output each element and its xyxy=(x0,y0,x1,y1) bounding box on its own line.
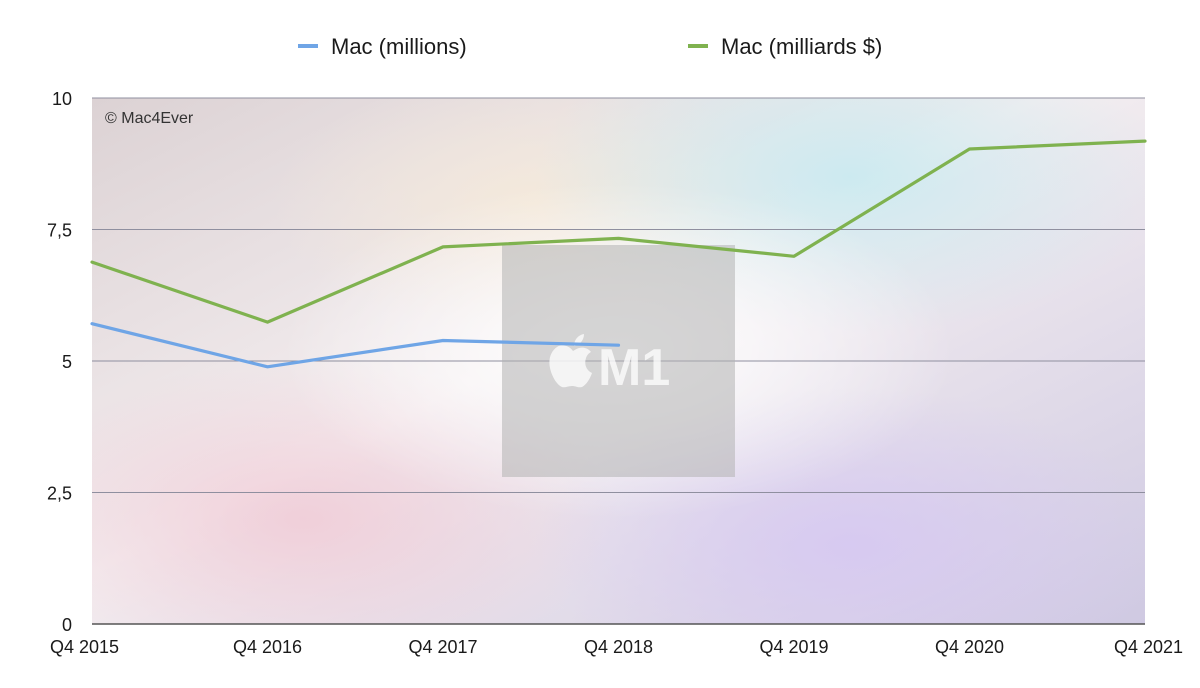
watermark: © Mac4Ever xyxy=(105,110,194,127)
y-tick-label: 2,5 xyxy=(47,484,72,504)
x-tick-label: Q4 2021 xyxy=(1114,637,1183,657)
legend-label: Mac (milliards $) xyxy=(721,34,882,59)
y-axis-ticks: 0 2,5 5 7,5 10 xyxy=(47,89,72,635)
series-line-1 xyxy=(90,322,621,369)
y-tick-label: 7,5 xyxy=(47,221,72,241)
x-tick-label: Q4 2018 xyxy=(584,637,653,657)
m1-logo-text: M1 xyxy=(598,339,670,397)
x-tick-label: Q4 2019 xyxy=(759,637,828,657)
x-tick-label: Q4 2016 xyxy=(233,637,302,657)
x-tick-label: Q4 2015 xyxy=(50,637,119,657)
legend-item-1: Mac (millions) xyxy=(298,34,467,59)
m1-logo: M1 xyxy=(502,245,735,477)
x-axis-ticks: Q4 2015 Q4 2016 Q4 2017 Q4 2018 Q4 2019 Q4 20… xyxy=(50,637,1183,657)
legend-item-2: Mac (milliards $) xyxy=(688,34,882,59)
y-tick-label: 10 xyxy=(52,89,72,109)
series-line-2 xyxy=(90,139,1147,324)
y-tick-label: 5 xyxy=(62,352,72,372)
y-tick-label: 0 xyxy=(62,615,72,635)
legend-label: Mac (millions) xyxy=(331,34,467,59)
series-layer xyxy=(90,139,1147,369)
legend: Mac (millions) Mac (milliards $) xyxy=(298,34,882,59)
x-tick-label: Q4 2020 xyxy=(935,637,1004,657)
x-tick-label: Q4 2017 xyxy=(408,637,477,657)
